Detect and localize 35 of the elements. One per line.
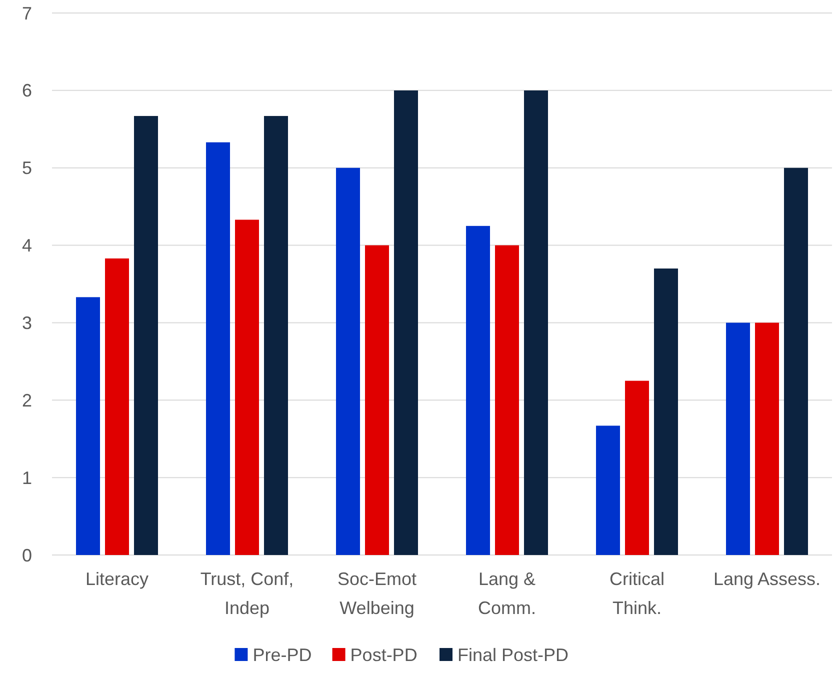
- x-tick-label: Lang Assess.: [713, 569, 821, 589]
- y-tick-label: 1: [22, 468, 32, 488]
- bar: [625, 380, 649, 555]
- x-tick-label: Soc-Emot Welbeing: [337, 569, 417, 618]
- bar: [105, 258, 129, 555]
- y-tick-label: 6: [22, 80, 32, 101]
- legend-label: Pre-PD: [252, 645, 312, 665]
- bar: [726, 322, 750, 555]
- y-tick-label: 2: [22, 390, 32, 410]
- x-tick-label: Lang & Comm.: [478, 569, 536, 618]
- y-tick-label: 5: [22, 158, 32, 178]
- bar: [264, 116, 288, 555]
- y-tick-label: 4: [22, 236, 32, 256]
- bar: [524, 90, 548, 555]
- bar: [784, 168, 808, 555]
- legend-label: Post-PD: [350, 645, 418, 665]
- bar: [134, 116, 158, 555]
- x-tick-label: Trust, Conf, Indep: [200, 569, 294, 618]
- bar: [596, 426, 620, 555]
- y-tick-label: 7: [22, 3, 32, 24]
- bar: [466, 226, 490, 555]
- bar: [755, 322, 779, 555]
- y-tick-label: 0: [22, 545, 32, 566]
- bar: [365, 245, 389, 555]
- bar: [336, 168, 360, 555]
- bar: [654, 268, 678, 555]
- bar: [235, 220, 259, 555]
- y-tick-label: 3: [22, 313, 32, 334]
- bar: [495, 245, 519, 555]
- x-tick-label: Critical Think.: [609, 569, 665, 618]
- bar: [76, 297, 100, 555]
- bar: [394, 90, 418, 555]
- legend-label: Final Post-PD: [458, 645, 569, 665]
- x-tick-label: Literacy: [85, 569, 149, 589]
- bar: [206, 142, 230, 555]
